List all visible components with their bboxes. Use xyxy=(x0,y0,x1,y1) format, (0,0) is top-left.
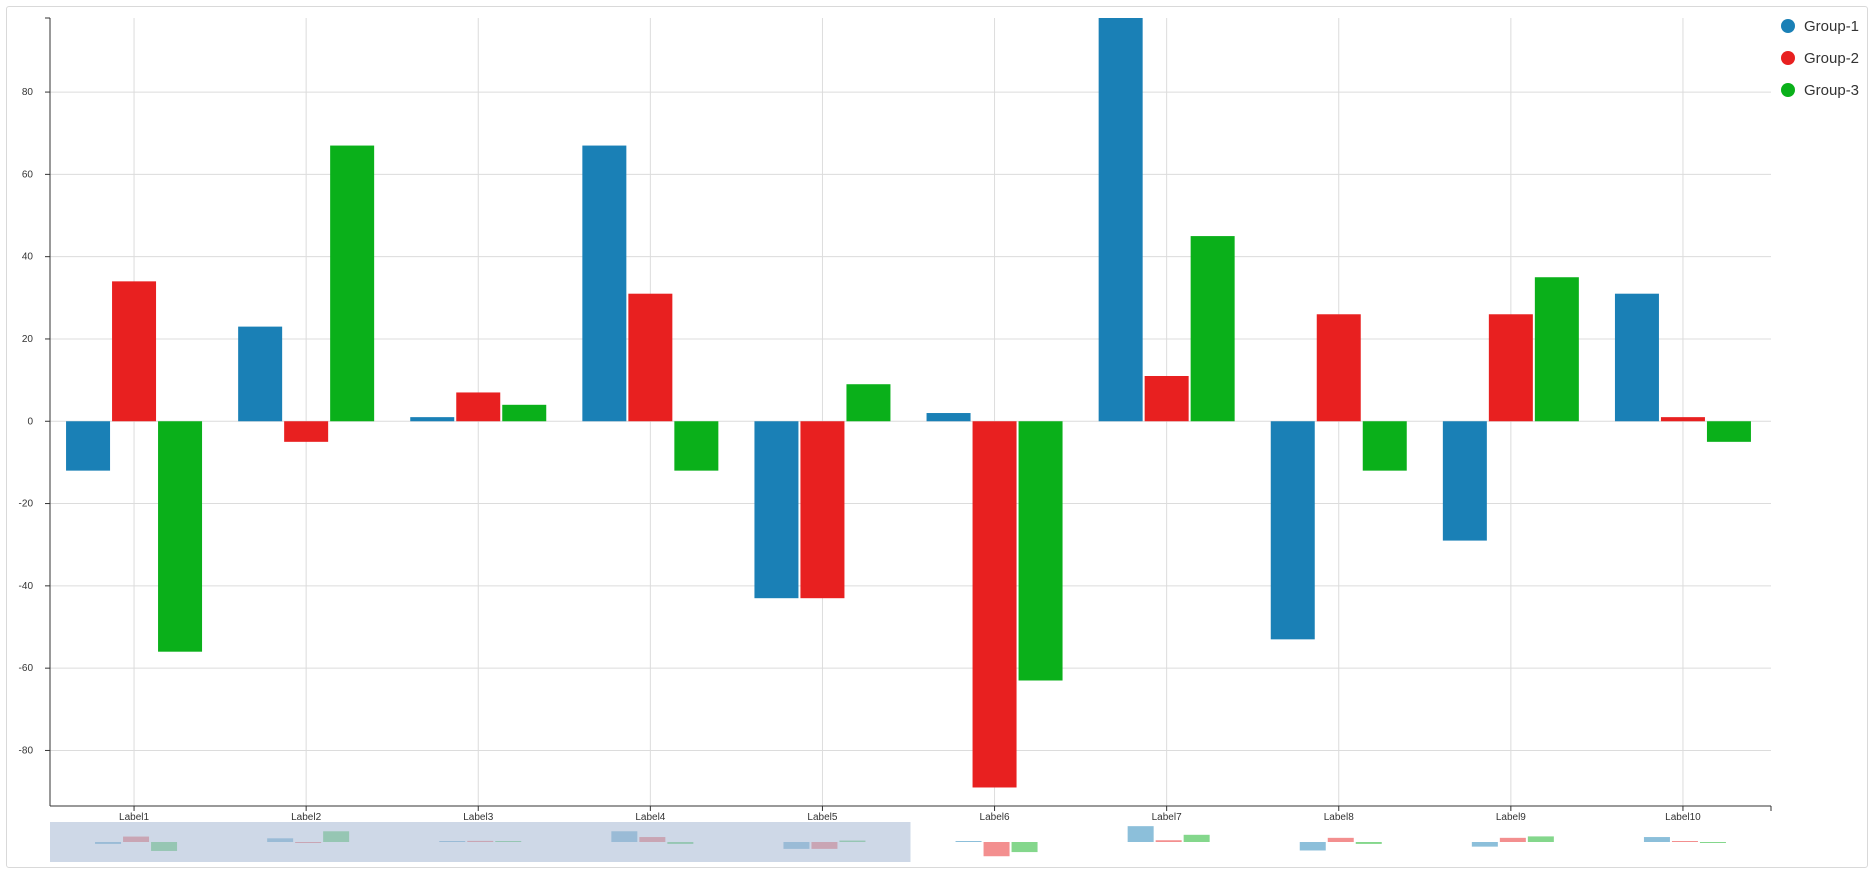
x-tick-label: Label4 xyxy=(635,812,665,823)
legend[interactable]: Group-1 Group-2 Group-3 xyxy=(1781,18,1859,99)
y-tick-label: -40 xyxy=(19,581,34,592)
legend-label-group-3[interactable]: Group-3 xyxy=(1804,82,1859,99)
bar-group-3-label10[interactable] xyxy=(1706,421,1751,442)
bar-group-3-label7[interactable] xyxy=(1190,236,1235,422)
bar-group-2-label6[interactable] xyxy=(972,421,1017,788)
bar-group-3-label2[interactable] xyxy=(330,145,375,422)
bar-group-1-label7[interactable] xyxy=(1098,18,1143,422)
bar-group-2-label5[interactable] xyxy=(800,421,845,599)
x-tick-label: Label10 xyxy=(1665,812,1701,823)
x-tick-label: Label5 xyxy=(807,812,837,823)
navigator-bar xyxy=(1699,842,1726,843)
bar-group-3-label3[interactable] xyxy=(502,404,547,422)
y-tick-label: 40 xyxy=(22,252,34,263)
navigator-bar xyxy=(1299,842,1326,851)
y-tick-label: 80 xyxy=(22,87,34,98)
bar-group-1-label4[interactable] xyxy=(582,145,627,422)
y-tick-label: -80 xyxy=(19,745,34,756)
bar-group-3-label4[interactable] xyxy=(674,421,719,471)
y-tick-label: 0 xyxy=(27,416,33,427)
navigator-bar xyxy=(983,842,1010,857)
bar-group-3-label1[interactable] xyxy=(158,421,203,652)
legend-marker-group-1[interactable] xyxy=(1781,19,1795,33)
x-tick-label: Label2 xyxy=(291,812,321,823)
bar-group-1-label2[interactable] xyxy=(238,326,283,422)
navigator-bar xyxy=(1527,836,1554,842)
bar-group-3-label6[interactable] xyxy=(1018,421,1063,681)
axes: -80 -60 -40 -20 0 20 40 60 80 Label1 Label2 Label3 L… xyxy=(19,17,1772,823)
bar-group-2-label3[interactable] xyxy=(456,392,501,422)
bar-group-2-label10[interactable] xyxy=(1660,417,1705,422)
bar-group-1-label8[interactable] xyxy=(1270,421,1315,640)
navigator-bar xyxy=(1155,840,1182,842)
bar-group-2-label7[interactable] xyxy=(1144,375,1189,422)
bar-group-3-label9[interactable] xyxy=(1534,277,1579,422)
x-tick-label: Label7 xyxy=(1152,812,1182,823)
bar-group-2-label1[interactable] xyxy=(112,281,157,422)
bar-group-2-label2[interactable] xyxy=(284,421,329,442)
x-tick-label: Label3 xyxy=(463,812,493,823)
bar-group-3-label8[interactable] xyxy=(1362,421,1407,471)
legend-marker-group-3[interactable] xyxy=(1781,83,1795,97)
navigator-bar xyxy=(1499,837,1526,842)
navigator[interactable] xyxy=(50,822,1726,862)
y-tick-label: 60 xyxy=(22,169,34,180)
navigator-bar xyxy=(1183,834,1210,842)
bar-group-1-label9[interactable] xyxy=(1442,421,1487,541)
navigator-bar xyxy=(1127,826,1154,842)
navigator-bar xyxy=(955,841,982,842)
x-tick-label: Label8 xyxy=(1324,812,1354,823)
x-tick-label: Label6 xyxy=(980,812,1010,823)
bar-group-3-label5[interactable] xyxy=(846,384,891,422)
bar-group-1-label1[interactable] xyxy=(66,421,111,471)
bar-group-1-label6[interactable] xyxy=(926,413,971,422)
bars xyxy=(66,18,1751,788)
navigator-selection[interactable] xyxy=(50,822,911,862)
bar-group-2-label8[interactable] xyxy=(1316,314,1361,422)
bar-group-1-label5[interactable] xyxy=(754,421,799,599)
legend-label-group-2[interactable]: Group-2 xyxy=(1804,50,1859,67)
x-tick-label: Label1 xyxy=(119,812,149,823)
navigator-bar xyxy=(1671,841,1698,842)
bar-group-2-label9[interactable] xyxy=(1488,314,1533,422)
y-tick-label: 20 xyxy=(22,334,34,345)
y-tick-label: -60 xyxy=(19,663,34,674)
navigator-bar xyxy=(1643,837,1670,842)
y-tick-label: -20 xyxy=(19,499,34,510)
bar-group-2-label4[interactable] xyxy=(628,293,673,422)
bar-group-1-label3[interactable] xyxy=(410,417,455,422)
navigator-bar xyxy=(1011,842,1038,853)
bar-group-1-label10[interactable] xyxy=(1614,293,1659,422)
navigator-bar xyxy=(1327,837,1354,842)
legend-marker-group-2[interactable] xyxy=(1781,51,1795,65)
legend-label-group-1[interactable]: Group-1 xyxy=(1804,18,1859,35)
navigator-bar xyxy=(1471,842,1498,847)
navigator-bar xyxy=(1355,842,1382,844)
x-tick-label: Label9 xyxy=(1496,812,1526,823)
